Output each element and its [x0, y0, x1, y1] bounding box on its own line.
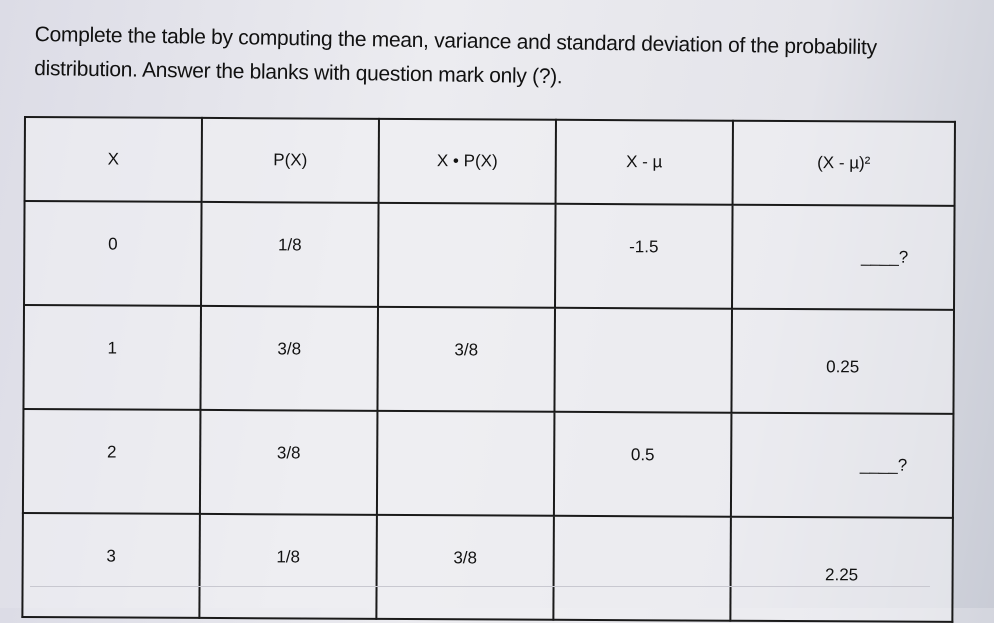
answer-blank-cell: ____? — [732, 204, 955, 310]
table-cell: 3 — [22, 512, 200, 618]
header-x-minus-mu-squared: (X - µ)² — [732, 120, 955, 206]
table-header-row: X P(X) X • P(X) X - µ (X - µ)² — [24, 117, 955, 206]
header-x-minus-mu: X - µ — [555, 119, 733, 205]
header-px: P(X) — [201, 117, 379, 203]
table-cell: 1/8 — [199, 513, 377, 619]
table-row: 0 1/8 -1.5 ____? — [24, 201, 955, 310]
table-cell: 3/8 — [377, 306, 556, 412]
table-cell: 0.5 — [553, 411, 732, 517]
instructions: Complete the table by computing the mean… — [34, 22, 877, 89]
answer-blank-cell: ____? — [730, 412, 954, 518]
table-row: 3 1/8 3/8 2.25 — [22, 512, 953, 622]
table-cell: -1.5 — [555, 203, 733, 309]
table-cell: 0 — [24, 201, 202, 306]
table-cell: 3/8 — [199, 409, 378, 515]
table-cell — [553, 515, 731, 621]
table-cell: 0.25 — [731, 308, 954, 414]
table-cell: 3/8 — [200, 305, 379, 411]
divider — [30, 586, 930, 587]
table-cell: 1/8 — [201, 201, 379, 307]
header-x-times-px: X • P(X) — [378, 118, 556, 204]
table-row: 1 3/8 3/8 0.25 — [23, 305, 954, 414]
table-cell: 1 — [23, 305, 202, 410]
table-cell: 3/8 — [376, 514, 554, 620]
table-cell — [376, 410, 555, 516]
table-row: 2 3/8 0.5 ____? — [22, 409, 954, 518]
table-cell: 2.25 — [730, 516, 953, 622]
table-cell — [554, 307, 733, 413]
header-x: X — [24, 117, 202, 202]
probability-distribution-table: X P(X) X • P(X) X - µ (X - µ)² 0 1/8 -1.5 _… — [21, 116, 956, 623]
table-cell — [378, 202, 556, 308]
table-cell: 2 — [22, 409, 201, 514]
